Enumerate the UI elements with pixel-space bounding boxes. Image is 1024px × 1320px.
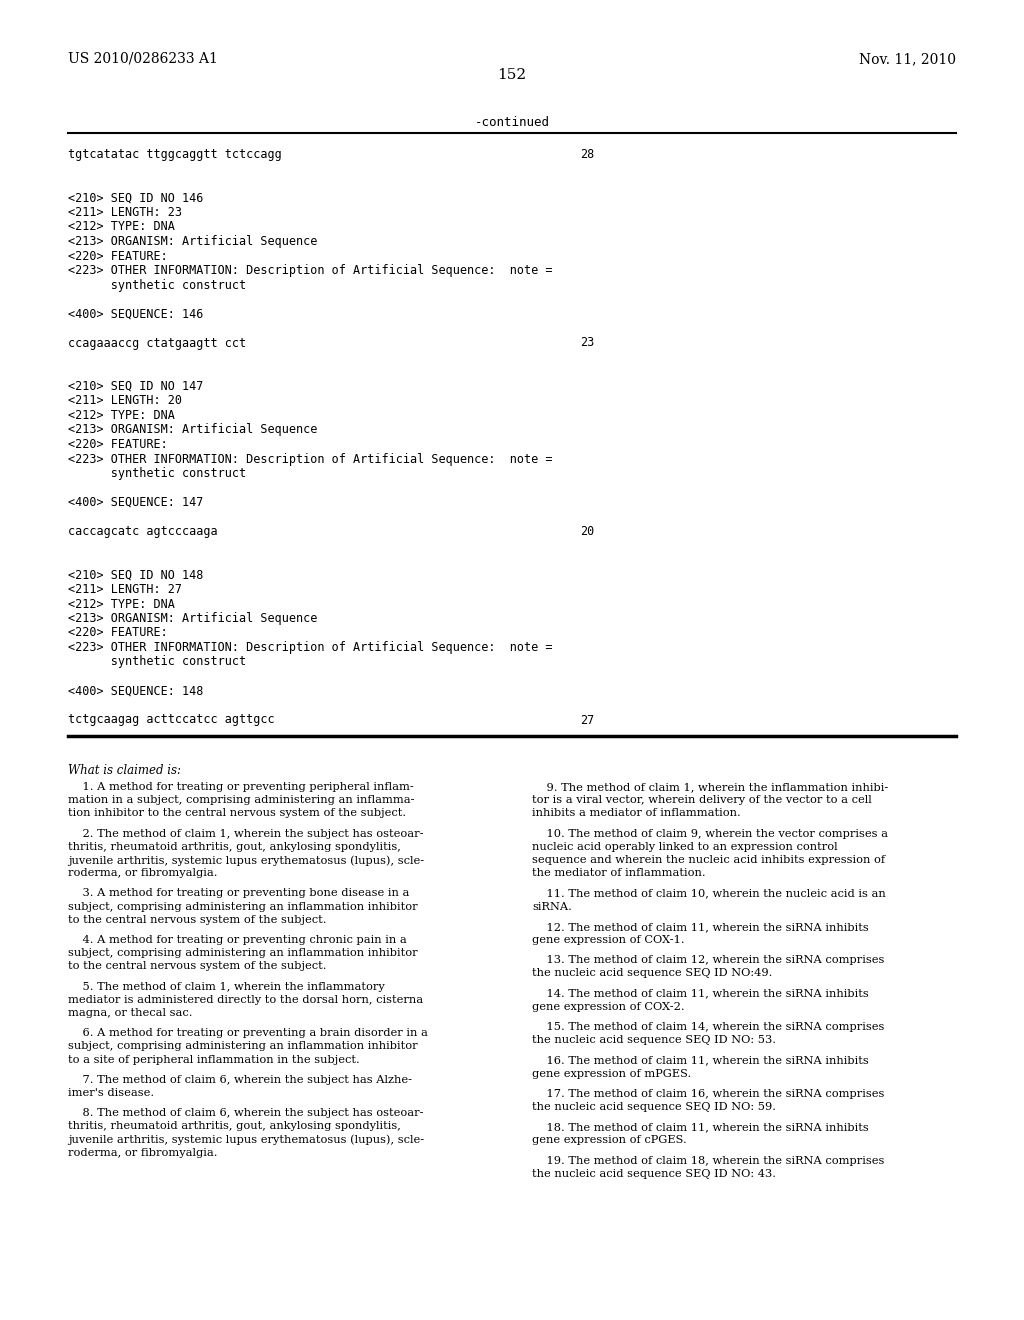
Text: the nucleic acid sequence SEQ ID NO: 53.: the nucleic acid sequence SEQ ID NO: 53. (532, 1035, 776, 1045)
Text: the nucleic acid sequence SEQ ID NO:49.: the nucleic acid sequence SEQ ID NO:49. (532, 969, 772, 978)
Text: 20: 20 (580, 525, 594, 539)
Text: 18. The method of claim 11, wherein the siRNA inhibits: 18. The method of claim 11, wherein the … (532, 1122, 868, 1133)
Text: subject, comprising administering an inflammation inhibitor: subject, comprising administering an inf… (68, 902, 418, 912)
Text: subject, comprising administering an inflammation inhibitor: subject, comprising administering an inf… (68, 948, 418, 958)
Text: magna, or thecal sac.: magna, or thecal sac. (68, 1008, 193, 1018)
Text: <223> OTHER INFORMATION: Description of Artificial Sequence:  note =: <223> OTHER INFORMATION: Description of … (68, 264, 553, 277)
Text: <211> LENGTH: 23: <211> LENGTH: 23 (68, 206, 182, 219)
Text: 7. The method of claim 6, wherein the subject has Alzhe-: 7. The method of claim 6, wherein the su… (68, 1074, 412, 1085)
Text: 27: 27 (580, 714, 594, 726)
Text: 17. The method of claim 16, wherein the siRNA comprises: 17. The method of claim 16, wherein the … (532, 1089, 885, 1098)
Text: juvenile arthritis, systemic lupus erythematosus (lupus), scle-: juvenile arthritis, systemic lupus eryth… (68, 855, 424, 866)
Text: <210> SEQ ID NO 146: <210> SEQ ID NO 146 (68, 191, 204, 205)
Text: 14. The method of claim 11, wherein the siRNA inhibits: 14. The method of claim 11, wherein the … (532, 989, 868, 999)
Text: What is claimed is:: What is claimed is: (68, 764, 181, 777)
Text: <213> ORGANISM: Artificial Sequence: <213> ORGANISM: Artificial Sequence (68, 424, 317, 437)
Text: 8. The method of claim 6, wherein the subject has osteoar-: 8. The method of claim 6, wherein the su… (68, 1109, 424, 1118)
Text: <220> FEATURE:: <220> FEATURE: (68, 438, 168, 451)
Text: <220> FEATURE:: <220> FEATURE: (68, 249, 168, 263)
Text: synthetic construct: synthetic construct (68, 656, 246, 668)
Text: synthetic construct: synthetic construct (68, 467, 246, 480)
Text: synthetic construct: synthetic construct (68, 279, 246, 292)
Text: 5. The method of claim 1, wherein the inflammatory: 5. The method of claim 1, wherein the in… (68, 982, 385, 991)
Text: tctgcaagag acttccatcc agttgcc: tctgcaagag acttccatcc agttgcc (68, 714, 274, 726)
Text: caccagcatc agtcccaaga: caccagcatc agtcccaaga (68, 525, 218, 539)
Text: to a site of peripheral inflammation in the subject.: to a site of peripheral inflammation in … (68, 1055, 359, 1065)
Text: 11. The method of claim 10, wherein the nucleic acid is an: 11. The method of claim 10, wherein the … (532, 888, 886, 899)
Text: siRNA.: siRNA. (532, 902, 571, 912)
Text: tgtcatatac ttggcaggtt tctccagg: tgtcatatac ttggcaggtt tctccagg (68, 148, 282, 161)
Text: <212> TYPE: DNA: <212> TYPE: DNA (68, 409, 175, 422)
Text: 19. The method of claim 18, wherein the siRNA comprises: 19. The method of claim 18, wherein the … (532, 1155, 885, 1166)
Text: 152: 152 (498, 69, 526, 82)
Text: 16. The method of claim 11, wherein the siRNA inhibits: 16. The method of claim 11, wherein the … (532, 1056, 868, 1065)
Text: gene expression of cPGES.: gene expression of cPGES. (532, 1135, 687, 1146)
Text: 10. The method of claim 9, wherein the vector comprises a: 10. The method of claim 9, wherein the v… (532, 829, 888, 838)
Text: roderma, or fibromyalgia.: roderma, or fibromyalgia. (68, 1148, 217, 1158)
Text: Nov. 11, 2010: Nov. 11, 2010 (859, 51, 956, 66)
Text: to the central nervous system of the subject.: to the central nervous system of the sub… (68, 915, 327, 925)
Text: 4. A method for treating or preventing chronic pain in a: 4. A method for treating or preventing c… (68, 935, 407, 945)
Text: the mediator of inflammation.: the mediator of inflammation. (532, 869, 706, 878)
Text: inhibits a mediator of inflammation.: inhibits a mediator of inflammation. (532, 808, 740, 818)
Text: juvenile arthritis, systemic lupus erythematosus (lupus), scle-: juvenile arthritis, systemic lupus eryth… (68, 1135, 424, 1146)
Text: thritis, rheumatoid arthritis, gout, ankylosing spondylitis,: thritis, rheumatoid arthritis, gout, ank… (68, 1122, 400, 1131)
Text: gene expression of COX-1.: gene expression of COX-1. (532, 935, 685, 945)
Text: gene expression of mPGES.: gene expression of mPGES. (532, 1069, 691, 1078)
Text: 2. The method of claim 1, wherein the subject has osteoar-: 2. The method of claim 1, wherein the su… (68, 829, 424, 838)
Text: <211> LENGTH: 20: <211> LENGTH: 20 (68, 395, 182, 408)
Text: <212> TYPE: DNA: <212> TYPE: DNA (68, 220, 175, 234)
Text: gene expression of COX-2.: gene expression of COX-2. (532, 1002, 685, 1012)
Text: 23: 23 (580, 337, 594, 350)
Text: <210> SEQ ID NO 148: <210> SEQ ID NO 148 (68, 569, 204, 582)
Text: -continued: -continued (474, 116, 550, 129)
Text: <220> FEATURE:: <220> FEATURE: (68, 627, 168, 639)
Text: 28: 28 (580, 148, 594, 161)
Text: roderma, or fibromyalgia.: roderma, or fibromyalgia. (68, 869, 217, 878)
Text: to the central nervous system of the subject.: to the central nervous system of the sub… (68, 961, 327, 972)
Text: mation in a subject, comprising administering an inflamma-: mation in a subject, comprising administ… (68, 795, 415, 805)
Text: tion inhibitor to the central nervous system of the subject.: tion inhibitor to the central nervous sy… (68, 808, 407, 818)
Text: US 2010/0286233 A1: US 2010/0286233 A1 (68, 51, 218, 66)
Text: 15. The method of claim 14, wherein the siRNA comprises: 15. The method of claim 14, wherein the … (532, 1022, 885, 1032)
Text: <211> LENGTH: 27: <211> LENGTH: 27 (68, 583, 182, 597)
Text: 12. The method of claim 11, wherein the siRNA inhibits: 12. The method of claim 11, wherein the … (532, 921, 868, 932)
Text: thritis, rheumatoid arthritis, gout, ankylosing spondylitis,: thritis, rheumatoid arthritis, gout, ank… (68, 842, 400, 851)
Text: the nucleic acid sequence SEQ ID NO: 59.: the nucleic acid sequence SEQ ID NO: 59. (532, 1102, 776, 1111)
Text: subject, comprising administering an inflammation inhibitor: subject, comprising administering an inf… (68, 1041, 418, 1052)
Text: nucleic acid operably linked to an expression control: nucleic acid operably linked to an expre… (532, 842, 838, 851)
Text: <213> ORGANISM: Artificial Sequence: <213> ORGANISM: Artificial Sequence (68, 235, 317, 248)
Text: the nucleic acid sequence SEQ ID NO: 43.: the nucleic acid sequence SEQ ID NO: 43. (532, 1168, 776, 1179)
Text: mediator is administered directly to the dorsal horn, cisterna: mediator is administered directly to the… (68, 995, 423, 1005)
Text: <212> TYPE: DNA: <212> TYPE: DNA (68, 598, 175, 610)
Text: imer's disease.: imer's disease. (68, 1088, 155, 1098)
Text: 3. A method for treating or preventing bone disease in a: 3. A method for treating or preventing b… (68, 888, 410, 899)
Text: 13. The method of claim 12, wherein the siRNA comprises: 13. The method of claim 12, wherein the … (532, 956, 885, 965)
Text: sequence and wherein the nucleic acid inhibits expression of: sequence and wherein the nucleic acid in… (532, 855, 885, 865)
Text: tor is a viral vector, wherein delivery of the vector to a cell: tor is a viral vector, wherein delivery … (532, 795, 871, 805)
Text: 9. The method of claim 1, wherein the inflammation inhibi-: 9. The method of claim 1, wherein the in… (532, 781, 888, 792)
Text: 1. A method for treating or preventing peripheral inflam-: 1. A method for treating or preventing p… (68, 781, 414, 792)
Text: <223> OTHER INFORMATION: Description of Artificial Sequence:  note =: <223> OTHER INFORMATION: Description of … (68, 642, 553, 653)
Text: <210> SEQ ID NO 147: <210> SEQ ID NO 147 (68, 380, 204, 393)
Text: <223> OTHER INFORMATION: Description of Artificial Sequence:  note =: <223> OTHER INFORMATION: Description of … (68, 453, 553, 466)
Text: <400> SEQUENCE: 147: <400> SEQUENCE: 147 (68, 496, 204, 510)
Text: 6. A method for treating or preventing a brain disorder in a: 6. A method for treating or preventing a… (68, 1028, 428, 1039)
Text: <400> SEQUENCE: 146: <400> SEQUENCE: 146 (68, 308, 204, 321)
Text: <400> SEQUENCE: 148: <400> SEQUENCE: 148 (68, 685, 204, 697)
Text: <213> ORGANISM: Artificial Sequence: <213> ORGANISM: Artificial Sequence (68, 612, 317, 624)
Text: ccagaaaccg ctatgaagtt cct: ccagaaaccg ctatgaagtt cct (68, 337, 246, 350)
